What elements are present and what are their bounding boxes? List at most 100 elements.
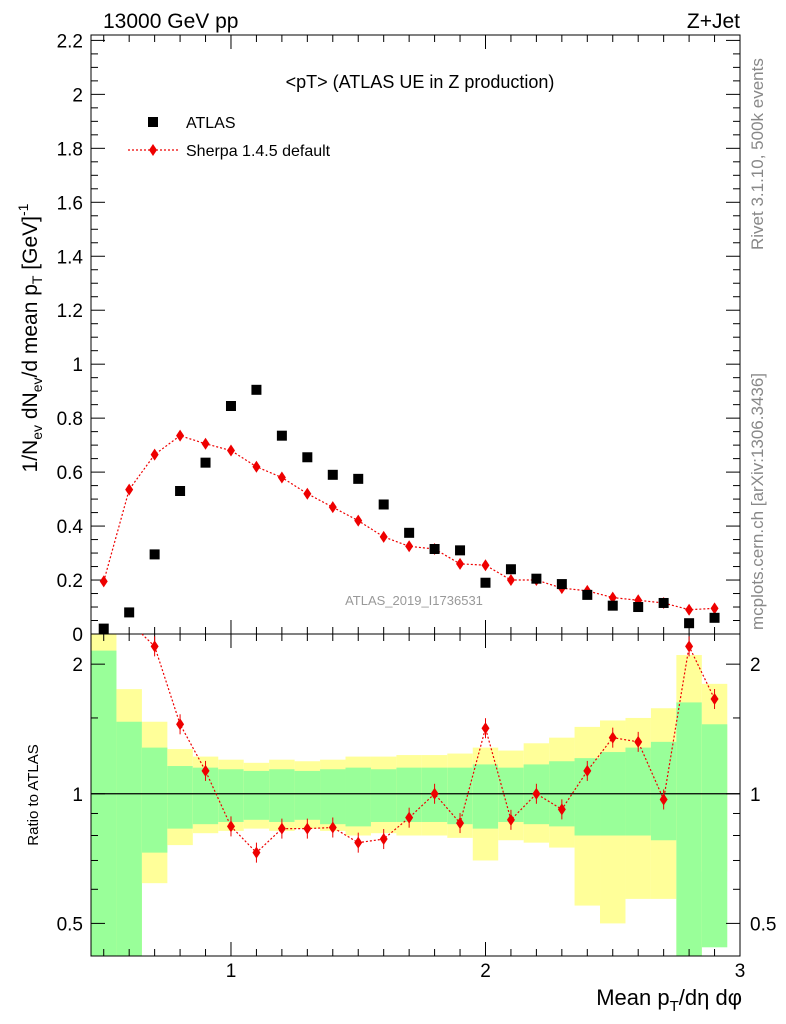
mc-main-point bbox=[277, 471, 286, 484]
mc-main-point bbox=[150, 448, 159, 461]
ratio-y-tick-label-left: 0.5 bbox=[57, 914, 83, 935]
mcplots-reference-text: mcplots.cern.ch [arXiv:1306.3436] bbox=[748, 372, 767, 630]
ratio-x-tick-label: 3 bbox=[735, 961, 746, 982]
data-main-point bbox=[455, 545, 466, 556]
mc-main-point bbox=[252, 460, 261, 473]
ratio-y-axis-label: Ratio to ATLAS bbox=[25, 744, 42, 845]
data-main-point bbox=[582, 589, 593, 600]
header-left: 13000 GeV pp bbox=[103, 10, 238, 33]
axis-tick-labels: 0.2 0.4 0.6 0.8 1 1.2 1.4 1.6 1.8 2 2.2 0 1 2 3 0.5 0.5 1… bbox=[57, 31, 777, 982]
data-main-point bbox=[404, 527, 415, 538]
mc-main-point bbox=[481, 559, 490, 572]
data-main-point bbox=[378, 499, 389, 510]
mc-main-point bbox=[608, 591, 617, 604]
legend-data-label: ATLAS bbox=[186, 115, 236, 132]
data-main-point bbox=[276, 430, 287, 441]
main-y-tick-label: 2 bbox=[72, 85, 83, 106]
data-main-point bbox=[684, 618, 695, 629]
mc-main-point bbox=[379, 530, 388, 543]
mc-ratio-point bbox=[354, 836, 363, 849]
mc-ratio-point bbox=[506, 813, 515, 826]
mc-ratio-point bbox=[532, 787, 541, 800]
main-y-tick-label: 0.2 bbox=[57, 571, 83, 592]
analysis-label: ATLAS_2019_I1736531 bbox=[345, 593, 483, 608]
mc-series-ratio bbox=[141, 633, 719, 863]
mc-ratio-line-lead bbox=[141, 633, 156, 647]
legend: ATLAS Sherpa 1.4.5 default bbox=[128, 115, 331, 160]
plot-title: <pT> (ATLAS UE in Z production) bbox=[286, 72, 555, 92]
ratio-band-green-24 bbox=[701, 724, 728, 948]
mc-series-main bbox=[99, 429, 719, 616]
mc-ratio-line bbox=[154, 644, 716, 854]
ratio-y-tick-label-right: 2 bbox=[750, 655, 761, 676]
ratio-band-green-11 bbox=[370, 769, 397, 822]
data-main-point bbox=[556, 579, 567, 590]
mc-main-point bbox=[328, 501, 337, 514]
ratio-y-tick-label-right: 0.5 bbox=[750, 914, 776, 935]
main-y-tick-label: 1.6 bbox=[57, 193, 83, 214]
main-y-axis-label: 1/Nev dNev/d mean pT [GeV]-1 bbox=[15, 203, 45, 472]
mc-ratio-point bbox=[659, 793, 668, 806]
main-y-tick-label: 1 bbox=[72, 355, 83, 376]
main-y-tick-label: 2.2 bbox=[57, 31, 83, 52]
mc-main-point bbox=[303, 487, 312, 500]
data-main-point bbox=[124, 607, 135, 618]
mc-main-point bbox=[405, 540, 414, 553]
main-y-tick-label: 0.6 bbox=[57, 463, 83, 484]
mc-ratio-point bbox=[150, 640, 159, 653]
ratio-band-green-7 bbox=[269, 769, 295, 822]
data-main-point bbox=[225, 401, 236, 412]
ratio-y-tick-label-left: 2 bbox=[72, 655, 83, 676]
mc-ratio-point bbox=[634, 735, 643, 748]
axis-ticks bbox=[91, 35, 741, 956]
ratio-plot-frame bbox=[90, 633, 741, 957]
mc-main-point bbox=[710, 602, 719, 615]
legend-mc-marker bbox=[149, 144, 157, 156]
ratio-band-green-6 bbox=[243, 770, 270, 820]
main-y-tick-label: 1.4 bbox=[57, 247, 84, 268]
mc-ratio-point bbox=[201, 764, 210, 777]
ratio-x-tick-label: 1 bbox=[226, 961, 237, 982]
data-main-point bbox=[607, 600, 618, 611]
mc-ratio-point bbox=[456, 817, 465, 830]
mc-ratio-point bbox=[379, 833, 388, 846]
ratio-band-green-2 bbox=[141, 747, 168, 853]
mc-ratio-point bbox=[430, 787, 439, 800]
mc-main-line bbox=[103, 435, 715, 611]
data-main-point bbox=[251, 384, 262, 395]
mc-main-point bbox=[354, 514, 363, 527]
ratio-band-green-1 bbox=[116, 721, 142, 956]
main-y-tick-label-zero: 0 bbox=[72, 625, 83, 646]
main-y-tick-label: 1.8 bbox=[57, 139, 83, 160]
data-main-point bbox=[149, 549, 160, 560]
mc-ratio-point bbox=[176, 718, 185, 731]
header-right: Z+Jet bbox=[687, 10, 740, 33]
mc-main-point bbox=[226, 444, 235, 457]
ratio-band-green-21 bbox=[625, 747, 651, 836]
data-main-point bbox=[709, 612, 720, 623]
mc-ratio-point bbox=[303, 822, 312, 835]
mc-main-point bbox=[506, 574, 515, 587]
data-series-main bbox=[98, 384, 720, 634]
ratio-y-tick-label-right: 1 bbox=[750, 785, 761, 806]
data-main-point bbox=[658, 597, 669, 608]
mc-ratio-point bbox=[608, 731, 617, 744]
mc-ratio-point bbox=[328, 821, 337, 834]
mc-main-point bbox=[685, 603, 694, 616]
data-main-point bbox=[429, 544, 440, 555]
data-main-point bbox=[327, 469, 338, 480]
main-y-tick-label: 1.2 bbox=[57, 301, 83, 322]
ratio-y-tick-label-left: 1 bbox=[72, 785, 83, 806]
data-main-point bbox=[353, 473, 364, 484]
mc-main-point bbox=[125, 483, 134, 496]
mc-ratio-point bbox=[557, 803, 566, 816]
ratio-band-green-8 bbox=[294, 770, 321, 820]
x-axis-label: Mean pT/dη dφ bbox=[596, 985, 742, 1015]
data-main-point bbox=[98, 623, 109, 634]
mc-ratio-point bbox=[226, 820, 235, 833]
mc-ratio-point bbox=[583, 764, 592, 777]
mc-ratio-point bbox=[405, 811, 414, 824]
mc-main-point bbox=[201, 437, 210, 450]
data-main-point bbox=[200, 457, 211, 468]
mc-ratio-point bbox=[252, 846, 261, 859]
